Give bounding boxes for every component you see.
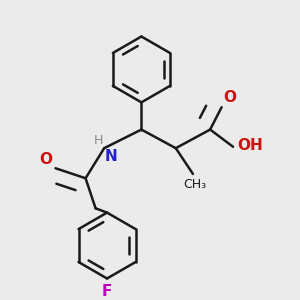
- Text: OH: OH: [237, 138, 263, 153]
- Text: N: N: [104, 149, 117, 164]
- Text: O: O: [223, 90, 236, 105]
- Text: O: O: [39, 152, 52, 167]
- Text: H: H: [93, 134, 103, 147]
- Text: CH₃: CH₃: [183, 178, 206, 191]
- Text: F: F: [102, 284, 112, 298]
